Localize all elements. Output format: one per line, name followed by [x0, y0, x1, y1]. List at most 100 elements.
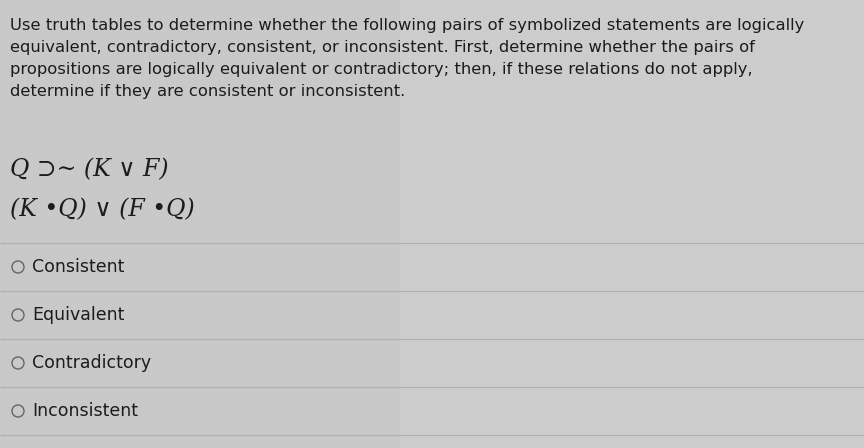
Bar: [330, 0, 333, 448]
Bar: [18, 0, 21, 448]
Bar: [438, 0, 441, 448]
Bar: [228, 0, 231, 448]
Bar: [570, 0, 573, 448]
Bar: [504, 0, 507, 448]
Bar: [174, 0, 177, 448]
Bar: [648, 0, 651, 448]
Bar: [600, 0, 603, 448]
Bar: [150, 0, 153, 448]
Bar: [372, 0, 375, 448]
Bar: [846, 0, 849, 448]
Bar: [762, 0, 765, 448]
Bar: [780, 0, 783, 448]
Bar: [180, 0, 183, 448]
Bar: [288, 0, 291, 448]
Bar: [348, 0, 351, 448]
Bar: [294, 0, 297, 448]
Text: Q ⊃∼ (K ∨ F): Q ⊃∼ (K ∨ F): [10, 158, 168, 181]
Bar: [618, 0, 621, 448]
Text: determine if they are consistent or inconsistent.: determine if they are consistent or inco…: [10, 84, 405, 99]
Bar: [354, 0, 357, 448]
Bar: [750, 0, 753, 448]
Bar: [204, 0, 207, 448]
Bar: [342, 0, 345, 448]
Bar: [714, 0, 717, 448]
Bar: [138, 0, 141, 448]
Bar: [426, 0, 429, 448]
Bar: [522, 0, 525, 448]
Bar: [474, 0, 477, 448]
Bar: [192, 0, 195, 448]
Bar: [0, 0, 3, 448]
Bar: [528, 0, 531, 448]
Bar: [858, 0, 861, 448]
Bar: [42, 0, 45, 448]
Bar: [324, 0, 327, 448]
Bar: [60, 0, 63, 448]
Bar: [102, 0, 105, 448]
Bar: [216, 0, 219, 448]
Bar: [72, 0, 75, 448]
Bar: [126, 0, 129, 448]
Bar: [564, 0, 567, 448]
Bar: [276, 0, 279, 448]
Bar: [306, 0, 309, 448]
Bar: [66, 0, 69, 448]
Bar: [258, 0, 261, 448]
Bar: [510, 0, 513, 448]
Bar: [144, 0, 147, 448]
Bar: [582, 0, 585, 448]
Bar: [54, 0, 57, 448]
Bar: [30, 0, 33, 448]
Bar: [828, 0, 831, 448]
Bar: [636, 0, 639, 448]
Bar: [282, 0, 285, 448]
Bar: [672, 0, 675, 448]
Bar: [684, 0, 687, 448]
Bar: [168, 0, 171, 448]
Bar: [12, 0, 15, 448]
Bar: [768, 0, 771, 448]
Bar: [90, 0, 93, 448]
Bar: [834, 0, 837, 448]
Text: Equivalent: Equivalent: [32, 306, 124, 324]
Bar: [222, 0, 225, 448]
Text: Consistent: Consistent: [32, 258, 124, 276]
Bar: [114, 0, 117, 448]
Bar: [108, 0, 111, 448]
Bar: [576, 0, 579, 448]
Bar: [738, 0, 741, 448]
Text: Contradictory: Contradictory: [32, 354, 151, 372]
Bar: [468, 0, 471, 448]
Bar: [816, 0, 819, 448]
Bar: [240, 0, 243, 448]
Bar: [492, 0, 495, 448]
Bar: [480, 0, 483, 448]
Bar: [162, 0, 165, 448]
Bar: [708, 0, 711, 448]
Bar: [642, 0, 645, 448]
Text: (K •Q) ∨ (F •Q): (K •Q) ∨ (F •Q): [10, 198, 194, 221]
Bar: [720, 0, 723, 448]
Bar: [552, 0, 555, 448]
Bar: [678, 0, 681, 448]
Text: Use truth tables to determine whether the following pairs of symbolized statemen: Use truth tables to determine whether th…: [10, 18, 804, 33]
Bar: [486, 0, 489, 448]
Text: equivalent, contradictory, consistent, or inconsistent. First, determine whether: equivalent, contradictory, consistent, o…: [10, 40, 755, 55]
Bar: [400, 0, 864, 448]
Bar: [630, 0, 633, 448]
Bar: [420, 0, 423, 448]
Bar: [444, 0, 447, 448]
Bar: [300, 0, 303, 448]
Bar: [360, 0, 363, 448]
Bar: [408, 0, 411, 448]
Bar: [378, 0, 381, 448]
Bar: [744, 0, 747, 448]
Bar: [78, 0, 81, 448]
Bar: [36, 0, 39, 448]
Bar: [798, 0, 801, 448]
Bar: [612, 0, 615, 448]
Bar: [84, 0, 87, 448]
Bar: [540, 0, 543, 448]
Bar: [234, 0, 237, 448]
